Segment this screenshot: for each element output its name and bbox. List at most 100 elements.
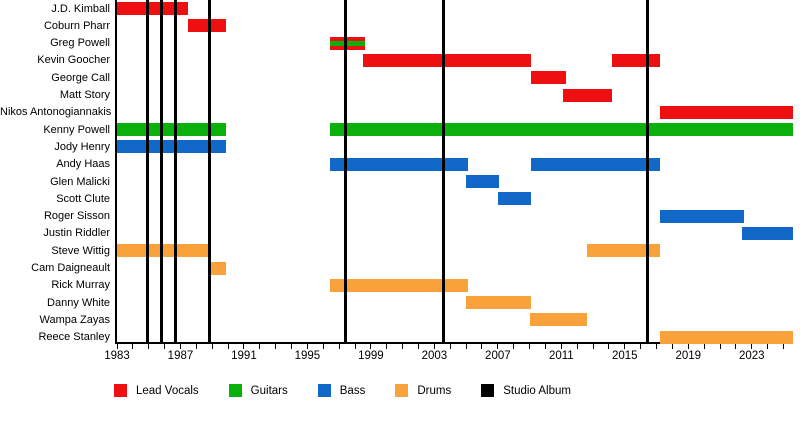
axis-tick	[592, 344, 594, 349]
member-label: Coburn Pharr	[43, 19, 110, 32]
axis-tick-label: 2015	[611, 350, 638, 362]
member-label: Matt Story	[59, 89, 110, 101]
axis-tick-label: 2003	[421, 350, 448, 362]
legend-item: Lead Vocals	[114, 384, 199, 397]
timeline-bar	[531, 157, 660, 171]
axis-tick	[433, 344, 435, 349]
axis-tick	[465, 344, 467, 349]
member-label: Glen Malicki	[50, 175, 110, 188]
timeline-bar	[329, 278, 468, 292]
axis-tick	[782, 344, 784, 349]
timeline-bar	[586, 244, 660, 258]
studio-album-line	[174, 0, 178, 342]
axis-tick	[338, 344, 340, 349]
axis-tick-label: 2007	[485, 350, 511, 362]
axis-tick	[640, 344, 642, 349]
axis-tick-label: 2023	[738, 350, 765, 362]
timeline-bar	[612, 53, 660, 67]
axis-tick-label: 1991	[231, 350, 257, 362]
axis-tick-label: 1987	[167, 350, 194, 362]
axis-tick	[608, 344, 610, 349]
member-label: Scott Clute	[56, 192, 110, 205]
axis-tick	[671, 344, 673, 349]
timeline-bar	[466, 296, 532, 310]
member-label: J.D. Kimball	[51, 2, 110, 15]
dual-role-stripe	[329, 40, 365, 46]
timeline-bar	[117, 2, 189, 15]
legend-item: Guitars	[228, 384, 288, 397]
member-label: Steve Wittig	[51, 244, 110, 257]
axis-tick	[132, 344, 134, 349]
axis-tick	[751, 344, 753, 349]
legend-swatch	[228, 384, 242, 397]
axis-tick	[354, 344, 356, 349]
timeline-bar	[117, 140, 227, 154]
axis-tick	[148, 344, 150, 349]
axis-tick	[164, 344, 166, 349]
member-label: Kevin Goocher	[37, 54, 110, 67]
axis-tick-label: 1995	[294, 350, 321, 362]
legend-label: Guitars	[250, 384, 288, 397]
axis-tick	[402, 344, 404, 349]
axis-tick	[370, 344, 372, 349]
legend: Lead Vocals Guitars Bass Drums Studio Album	[114, 384, 571, 397]
timeline-bar	[466, 175, 500, 188]
axis-tick	[513, 344, 515, 349]
axis-tick-label: 1999	[358, 350, 384, 362]
axis-tick	[306, 344, 308, 349]
axis-tick	[227, 344, 229, 349]
axis-tick	[560, 344, 562, 349]
timeline-bar	[329, 157, 468, 171]
member-label: Nikos Antonogiannakis	[0, 106, 112, 119]
axis-tick-label: 1983	[104, 350, 130, 362]
axis-tick	[767, 344, 769, 349]
legend-label: Lead Vocals	[136, 384, 199, 397]
timeline-bar	[531, 71, 567, 85]
timeline-bar	[497, 192, 532, 206]
axis-tick	[211, 344, 213, 349]
timeline-bar	[329, 36, 365, 50]
axis-tick-label: 2019	[675, 350, 702, 362]
legend-item: Bass	[317, 384, 365, 397]
timeline-bar	[659, 105, 793, 119]
timeline-bar	[659, 330, 793, 344]
axis-tick	[719, 344, 721, 349]
legend-label: Drums	[417, 384, 452, 397]
axis-tick	[386, 344, 388, 349]
axis-tick	[259, 344, 261, 349]
axis-tick	[449, 344, 451, 349]
legend-swatch	[481, 384, 495, 397]
studio-album-line	[344, 0, 347, 342]
timeline-plot-area	[115, 0, 793, 344]
axis-tick	[529, 344, 531, 349]
member-label: Danny White	[47, 296, 110, 309]
member-label: Justin Riddler	[43, 227, 110, 240]
studio-album-line	[645, 0, 649, 342]
axis-tick	[243, 344, 245, 349]
axis-tick	[735, 344, 737, 349]
axis-tick	[275, 344, 277, 349]
axis-tick	[656, 344, 658, 349]
legend-item: Studio Album	[481, 384, 571, 397]
studio-album-line	[442, 0, 446, 342]
legend-label: Studio Album	[503, 384, 571, 397]
axis-tick	[497, 344, 499, 349]
member-label: Reece Stanley	[38, 331, 110, 344]
axis-tick	[544, 344, 546, 349]
member-label: Wampa Zayas	[39, 313, 110, 326]
axis-tick	[576, 344, 578, 349]
axis-tick	[291, 344, 293, 349]
axis-tick	[179, 344, 181, 349]
timeline-bar	[188, 19, 227, 33]
timeline-bar	[329, 123, 793, 137]
timeline-bar	[117, 244, 210, 258]
legend-swatch	[317, 384, 331, 397]
timeline-bar	[659, 209, 744, 223]
member-label: Greg Powell	[50, 37, 110, 50]
studio-album-line	[145, 0, 149, 342]
legend-item: Drums	[395, 384, 451, 397]
timeline-bar	[562, 88, 613, 102]
axis-tick	[624, 344, 626, 349]
member-label: Rick Murray	[51, 279, 110, 292]
axis-tick	[687, 344, 689, 349]
